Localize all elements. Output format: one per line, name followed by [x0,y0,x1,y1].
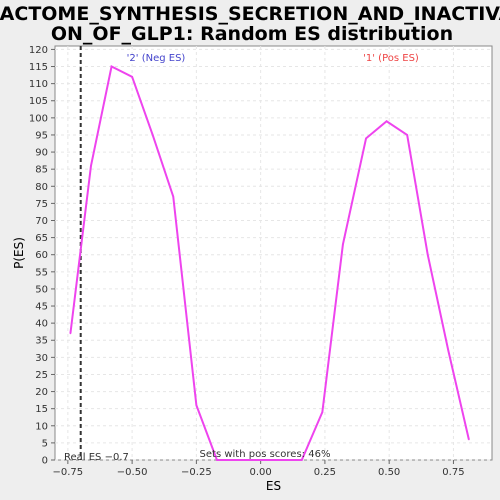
series-point [385,120,388,123]
series-point [280,459,283,461]
real-es-label: Real ES −0.7 [64,452,129,463]
y-tick-label: 80 [35,182,48,193]
series-point [365,137,367,140]
series-point [216,459,218,461]
pos-es-label: '1' (Pos ES) [363,53,419,64]
y-tick-label: 60 [35,250,48,261]
x-tick-label: 0.25 [314,467,336,478]
y-tick-label: 100 [29,113,48,124]
y-tick-label: 115 [29,62,48,73]
y-tick-label: 35 [35,336,48,347]
y-tick-label: 5 [42,438,48,449]
series-point [259,459,262,461]
y-tick-label: 0 [42,456,48,467]
y-tick-label: 75 [35,199,48,210]
x-axis-label: ES [266,479,281,493]
neg-es-label: '2' (Neg ES) [127,53,186,64]
y-tick-label: 25 [35,370,48,381]
y-tick-label: 10 [35,421,48,432]
series-point [236,459,239,461]
series-point [468,438,470,441]
series-point [321,411,324,413]
x-axis-ticks: −0.75 −0.50 −0.25 0.00 0.25 0.50 0.75 [53,460,465,478]
y-axis-ticks: 0 5 10 15 20 25 30 35 40 45 50 55 60 65 70 75 80 85 90 95 10… [29,45,55,467]
y-axis-label: P(ES) [12,237,26,269]
y-tick-label: 30 [35,353,48,364]
y-tick-label: 55 [35,267,48,278]
x-tick-label: −0.25 [181,467,212,478]
chart-title-line2: ON_OF_GLP1: Random ES distribution [51,23,453,45]
series-point [110,65,113,68]
random-es-distribution-line [69,65,470,461]
series-point [69,332,72,335]
chart-title-line1: REACTOME_SYNTHESIS_SECRETION_AND_INACTIV… [0,3,500,25]
series-point [447,349,450,352]
sets-pos-scores-label: Sets with pos scores: 46% [200,449,331,460]
series-point [342,243,344,246]
series-point [90,164,92,167]
series-point [406,134,408,136]
x-tick-label: −0.75 [53,467,84,478]
series-point [300,459,303,461]
y-tick-label: 65 [35,233,48,244]
y-tick-label: 20 [35,387,48,398]
series-point [131,75,133,78]
y-tick-label: 120 [29,45,48,56]
plot-area [54,45,493,461]
y-tick-label: 110 [29,79,48,90]
series-point [172,195,175,198]
series-points [69,65,470,461]
y-tick-label: 40 [35,319,48,330]
x-tick-label: −0.50 [117,467,148,478]
series-point [195,404,198,407]
y-tick-label: 50 [35,284,48,295]
series-point [151,134,154,136]
grid-lines [55,46,492,461]
y-tick-label: 45 [35,302,48,313]
x-tick-label: 0.00 [250,467,272,478]
y-tick-label: 70 [35,216,48,227]
x-tick-label: 0.50 [378,467,400,478]
y-tick-label: 15 [35,404,48,415]
y-tick-label: 90 [35,148,48,159]
y-tick-label: 85 [35,165,48,176]
x-tick-label: 0.75 [442,467,464,478]
y-tick-label: 105 [29,96,48,107]
y-tick-label: 95 [35,130,48,141]
series-point [426,253,429,256]
